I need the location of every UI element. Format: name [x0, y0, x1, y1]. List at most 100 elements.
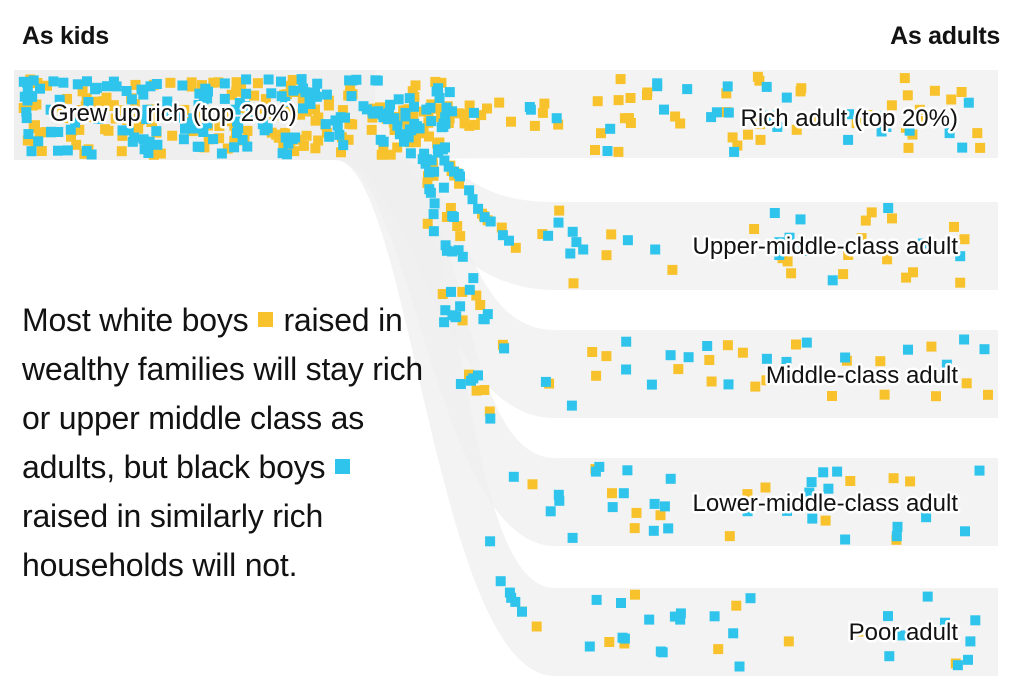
- black-boy-dot: [372, 75, 383, 86]
- black-boy-dot: [745, 593, 756, 604]
- white-boy-dot: [226, 89, 237, 100]
- white-boy-dot: [130, 79, 141, 90]
- black-boy-dot: [723, 107, 734, 118]
- black-boy-dot: [567, 532, 578, 543]
- black-boy-dot: [772, 121, 783, 132]
- black-boy-dot: [621, 336, 632, 347]
- black-boy-dot: [21, 107, 32, 118]
- white-boy-dot: [613, 95, 624, 106]
- black-boys-key: [335, 459, 351, 475]
- white-boy-dot: [607, 488, 617, 499]
- black-boy-dot: [280, 96, 291, 107]
- white-boy-dot: [343, 134, 354, 145]
- black-boy-dot: [241, 88, 252, 99]
- black-boy-dot: [62, 145, 73, 156]
- black-boy-dot: [504, 235, 514, 246]
- destination-label-5: Poor adult: [849, 619, 959, 646]
- white-boy-dot: [914, 104, 925, 115]
- white-boy-dot: [453, 108, 464, 119]
- white-boy-dot: [754, 119, 765, 130]
- white-boy-dot: [843, 250, 854, 260]
- white-boy-dot: [866, 207, 877, 218]
- black-boy-dot: [54, 94, 65, 105]
- white-boy-dot: [289, 146, 300, 157]
- white-boy-dot: [791, 339, 801, 350]
- white-boy-dot: [117, 130, 128, 141]
- black-boy-dot: [428, 226, 439, 237]
- black-boy-dot: [421, 104, 432, 115]
- white-boy-dot: [249, 90, 260, 101]
- white-boy-dot: [858, 626, 869, 637]
- black-boy-dot: [198, 127, 209, 137]
- white-boy-dot: [811, 114, 822, 125]
- black-boy-dot: [440, 305, 451, 316]
- white-boy-dot: [336, 147, 346, 158]
- black-boy-dot: [675, 608, 686, 619]
- white-boy-dot: [179, 104, 190, 115]
- white-boy-dot: [670, 111, 681, 122]
- white-boy-dot: [931, 391, 941, 402]
- white-boy-dot: [613, 146, 624, 157]
- black-boy-dot: [665, 473, 676, 484]
- caption-part-3: raised in similarly rich households will…: [22, 498, 324, 583]
- black-boy-dot: [429, 198, 440, 209]
- white-boy-dot: [706, 376, 717, 387]
- black-boy-dot: [957, 142, 968, 153]
- black-boy-dot: [453, 245, 464, 256]
- white-boy-dot: [601, 351, 612, 362]
- origin-label: Grew up rich (top 20%): [50, 100, 297, 127]
- white-boy-dot: [287, 75, 298, 85]
- black-boy-dot: [117, 125, 128, 136]
- white-boy-dot: [313, 112, 324, 123]
- black-boy-dot: [447, 246, 458, 257]
- black-boy-dot: [324, 131, 335, 142]
- black-boy-dot: [917, 238, 928, 249]
- white-boy-dot: [186, 77, 197, 88]
- white-boy-dot: [531, 621, 542, 632]
- white-boy-dot: [484, 406, 495, 417]
- white-boy-dot: [791, 124, 802, 135]
- white-boy-dot: [252, 78, 263, 89]
- black-boy-dot: [83, 97, 94, 107]
- black-boy-dot: [334, 129, 345, 140]
- black-boy-dot: [86, 149, 97, 160]
- white-boy-dot: [886, 100, 897, 111]
- caption-part-1: Most white boys: [22, 302, 249, 338]
- white-boy-dot: [424, 131, 434, 142]
- black-boy-dot: [765, 110, 776, 121]
- white-boy-dot: [208, 77, 219, 88]
- white-boy-dot: [946, 94, 957, 105]
- black-boy-dot: [276, 76, 286, 87]
- black-boy-dot: [876, 111, 887, 122]
- black-boy-dot: [45, 127, 56, 138]
- black-boy-dot: [648, 525, 659, 536]
- black-boy-dot: [241, 74, 252, 85]
- black-boy-dot: [891, 531, 902, 542]
- black-boy-dot: [543, 230, 554, 241]
- white-boy-dot: [155, 148, 166, 159]
- white-boy-dot: [851, 118, 862, 129]
- black-boy-dot: [383, 114, 394, 125]
- black-boy-dot: [804, 487, 815, 498]
- black-boy-dot: [200, 83, 211, 94]
- black-boy-dot: [298, 103, 308, 114]
- white-boy-dot: [554, 205, 565, 216]
- black-boy-dot: [669, 611, 680, 622]
- white-boy-dot: [36, 146, 47, 156]
- black-boy-dot: [409, 101, 419, 112]
- white-boy-dot: [975, 142, 986, 153]
- black-boy-dot: [650, 244, 661, 255]
- black-boy-dot: [508, 471, 519, 482]
- black-boy-dot: [702, 341, 713, 351]
- black-boy-dot: [896, 630, 907, 641]
- black-boy-dot: [444, 87, 455, 98]
- black-boy-dot: [232, 116, 243, 127]
- chart-caption: Most white boys raised in wealthy familie…: [22, 296, 442, 590]
- black-boy-dot: [240, 101, 250, 111]
- white-boy-dot: [90, 96, 101, 107]
- black-boy-dot: [404, 124, 415, 135]
- white-boy-dot: [392, 142, 403, 153]
- black-boy-dot: [283, 138, 294, 149]
- black-boy-dot: [734, 661, 745, 672]
- left-heading: As kids: [22, 22, 109, 50]
